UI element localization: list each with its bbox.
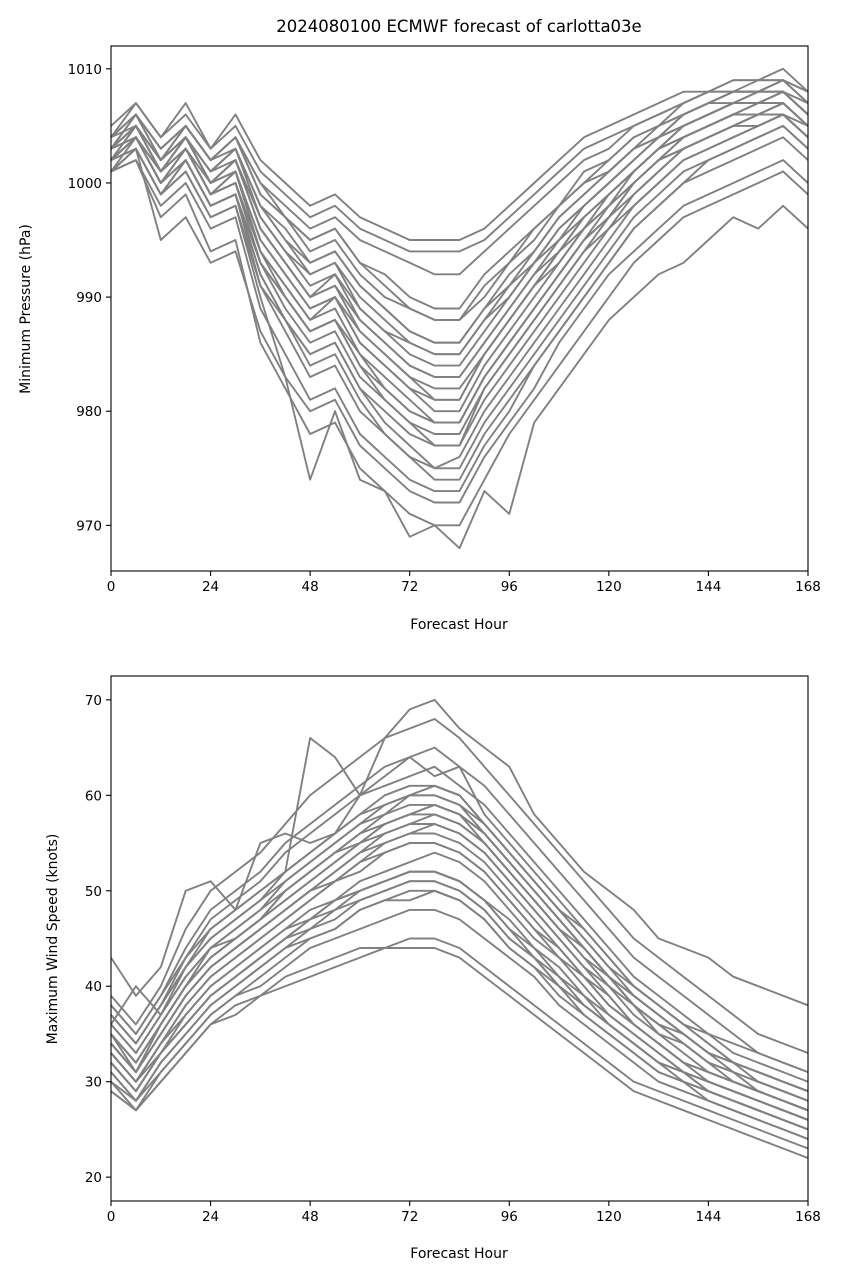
pressure-member-line-13 xyxy=(110,159,809,527)
pressure-ticks: 0 24 48 72 96 120 144 168 970 980 990 1000 1010 xyxy=(68,62,821,595)
pressure-member-line-30 xyxy=(110,102,809,390)
wind-member-line-6 xyxy=(110,823,809,1112)
wind-series-group xyxy=(110,698,809,1159)
y-tick-label: 70 xyxy=(85,693,102,709)
x-tick-label: 48 xyxy=(302,1209,319,1225)
y-tick-label: 60 xyxy=(85,788,102,804)
y-tick-label: 20 xyxy=(85,1170,102,1186)
x-tick-label: 0 xyxy=(107,579,116,595)
pressure-member-line-14 xyxy=(110,79,809,241)
pressure-member-line-25 xyxy=(110,90,809,378)
x-tick-label: 168 xyxy=(795,1209,821,1225)
x-tick-label: 72 xyxy=(401,1209,418,1225)
wind-member-line-17 xyxy=(110,794,809,1093)
chart-title: 2024080100 ECMWF forecast of carlotta03e xyxy=(276,17,641,36)
wind-member-line-7 xyxy=(110,889,809,1140)
x-tick-label: 0 xyxy=(107,1209,116,1225)
pressure-plot-frame xyxy=(110,45,809,572)
x-axis-label: Forecast Hour xyxy=(410,1246,508,1262)
wind-member-line-25 xyxy=(110,765,809,1073)
wind-member-line-30 xyxy=(110,947,809,1159)
wind-plot-frame xyxy=(110,675,809,1202)
y-axis-label: Maximum Wind Speed (knots) xyxy=(45,834,61,1045)
y-tick-label: 40 xyxy=(85,979,102,995)
x-tick-label: 48 xyxy=(302,579,319,595)
y-tick-label: 970 xyxy=(76,518,102,534)
pressure-member-line-26 xyxy=(110,90,809,321)
wind-chart: 0 24 48 72 96 120 144 168 20 30 40 50 60 70 Forecast … xyxy=(45,675,821,1262)
pressure-member-line-24 xyxy=(110,124,809,470)
pressure-member-line-20 xyxy=(110,90,809,356)
x-tick-label: 168 xyxy=(795,579,821,595)
x-tick-label: 24 xyxy=(202,1209,219,1225)
x-tick-label: 144 xyxy=(696,579,722,595)
pressure-member-line-4 xyxy=(110,79,809,344)
y-tick-label: 980 xyxy=(76,404,102,420)
pressure-member-line-18 xyxy=(110,147,809,504)
wind-member-line-28 xyxy=(110,880,809,1121)
x-tick-label: 96 xyxy=(501,579,518,595)
x-tick-label: 96 xyxy=(501,1209,518,1225)
x-tick-label: 72 xyxy=(401,579,418,595)
pressure-member-line-29 xyxy=(110,113,809,424)
y-tick-label: 50 xyxy=(85,884,102,900)
wind-member-line-29 xyxy=(110,784,809,1083)
pressure-member-line-11 xyxy=(110,90,809,356)
wind-member-line-24 xyxy=(110,842,809,1112)
wind-member-line-13 xyxy=(110,937,809,1150)
wind-member-line-26 xyxy=(110,870,809,1121)
pressure-member-line-17 xyxy=(110,79,809,253)
pressure-member-line-6 xyxy=(110,90,809,367)
pressure-member-line-27 xyxy=(110,113,809,447)
y-tick-label: 1010 xyxy=(68,62,102,78)
x-tick-label: 120 xyxy=(596,579,622,595)
x-tick-label: 144 xyxy=(696,1209,722,1225)
wind-ticks: 0 24 48 72 96 120 144 168 20 30 40 50 60 70 xyxy=(85,693,821,1225)
wind-member-line-23 xyxy=(110,889,809,1131)
wind-member-line-19 xyxy=(110,908,809,1140)
pressure-chart: 2024080100 ECMWF forecast of carlotta03e… xyxy=(18,17,821,633)
wind-member-line-9 xyxy=(110,870,809,1121)
x-tick-label: 24 xyxy=(202,579,219,595)
x-axis-label: Forecast Hour xyxy=(410,617,508,633)
pressure-member-line-7 xyxy=(110,136,809,493)
wind-member-line-27 xyxy=(110,803,809,1093)
wind-member-line-20 xyxy=(110,698,809,1007)
wind-member-line-8 xyxy=(110,746,809,1073)
pressure-series-group xyxy=(110,67,809,550)
y-tick-label: 990 xyxy=(76,290,102,306)
y-axis-label: Minimum Pressure (hPa) xyxy=(18,224,34,394)
y-tick-label: 30 xyxy=(85,1075,102,1091)
y-tick-label: 1000 xyxy=(68,176,102,192)
wind-member-line-14 xyxy=(110,718,809,1054)
pressure-member-line-9 xyxy=(110,67,809,321)
x-tick-label: 120 xyxy=(596,1209,622,1225)
pressure-member-line-28 xyxy=(110,90,809,344)
